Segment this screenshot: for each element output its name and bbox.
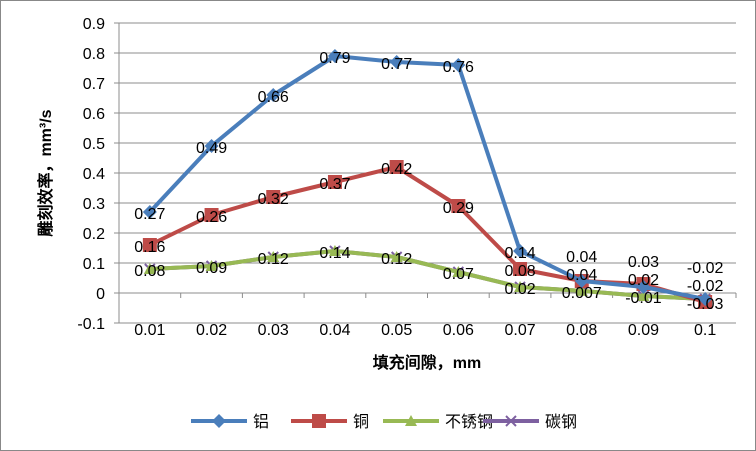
data-label: 0.03 [628, 254, 659, 271]
data-label: 0.09 [196, 260, 227, 277]
data-label: 0.07 [443, 266, 474, 283]
data-point [328, 245, 341, 256]
y-tick-label: 0.2 [83, 226, 105, 243]
data-label: -0.03 [687, 296, 724, 313]
series-line-0 [148, 54, 706, 301]
series-line-3 [149, 249, 706, 301]
y-tick-label: 0.9 [83, 16, 105, 33]
data-label: 0.12 [258, 251, 289, 268]
data-point [266, 190, 281, 204]
legend-marker [505, 415, 517, 427]
data-point [514, 281, 527, 292]
data-label: 0.79 [319, 50, 350, 67]
data-label: 0.12 [381, 251, 412, 268]
data-label: 0.08 [504, 263, 535, 280]
data-point [451, 58, 466, 72]
data-point [389, 160, 404, 174]
data-point [390, 251, 403, 262]
y-axis-title: 雕刻效率，mm³/s [36, 109, 55, 236]
legend-marker [312, 414, 326, 428]
data-label: 0.007 [562, 285, 602, 302]
x-tick-label: 0.02 [196, 322, 227, 339]
y-tick-label: 0.8 [83, 46, 105, 63]
data-point [327, 49, 342, 63]
data-label: 0.16 [134, 239, 165, 256]
data-label: 0.66 [258, 89, 289, 106]
y-tick-label: 0.1 [83, 256, 105, 273]
legend-marker [405, 415, 417, 426]
y-tick-label: 0.7 [83, 76, 105, 93]
data-label: 0.02 [628, 272, 659, 289]
data-point [698, 292, 713, 306]
data-label: 0.77 [381, 56, 412, 73]
data-point [451, 199, 466, 213]
x-axis-title: 填充间隙，mm [373, 353, 481, 372]
data-label: 0.32 [258, 191, 289, 208]
data-point [513, 262, 528, 276]
data-point [204, 139, 219, 153]
y-tick-label: 0 [96, 286, 105, 303]
legend-label: 不锈钢 [445, 413, 493, 431]
data-label: 0.14 [319, 245, 350, 262]
data-point [389, 55, 404, 69]
data-label: 0.42 [381, 161, 412, 178]
series-line-1 [148, 165, 706, 304]
data-label: -0.02 [687, 278, 724, 295]
data-point [142, 205, 157, 219]
data-label: 0.26 [196, 209, 227, 226]
data-point [452, 266, 465, 277]
data-label: -0.01 [625, 290, 662, 307]
x-tick-label: 0.05 [381, 322, 412, 339]
data-label: 0.04 [566, 267, 597, 284]
data-point [267, 251, 280, 262]
data-label: 0.04 [566, 249, 597, 266]
x-tick-label: 0.03 [258, 322, 289, 339]
data-label: 0.27 [134, 206, 165, 223]
data-point [575, 284, 588, 296]
y-tick-label: 0.4 [83, 166, 105, 183]
data-label: 0.02 [504, 281, 535, 298]
data-label: -0.02 [687, 260, 724, 277]
data-label: 0.29 [443, 200, 474, 217]
legend-label: 碳钢 [545, 413, 577, 431]
data-label: 0.08 [134, 263, 165, 280]
x-tick-label: 0.08 [566, 322, 597, 339]
data-point [327, 175, 342, 189]
y-tick-label: 0.5 [83, 136, 105, 153]
data-point [143, 263, 156, 274]
data-label: 0.76 [443, 59, 474, 76]
y-tick-label: 0.3 [83, 196, 105, 213]
y-tick-label: 0.6 [83, 106, 105, 123]
data-point [574, 274, 589, 288]
x-tick-label: 0.01 [134, 322, 165, 339]
x-tick-label: 0.07 [504, 322, 535, 339]
legend-label: 铜 [353, 413, 369, 431]
data-point [637, 290, 650, 301]
data-label: 0.14 [504, 245, 535, 262]
data-point [266, 88, 281, 102]
data-point [636, 280, 651, 294]
data-point [204, 208, 219, 222]
data-label: 0.49 [196, 140, 227, 157]
x-tick-label: 0.1 [694, 322, 716, 339]
legend-marker [212, 414, 226, 428]
y-tick-label: -0.1 [77, 316, 105, 333]
data-point [513, 244, 528, 258]
x-tick-label: 0.06 [443, 322, 474, 339]
x-tick-label: 0.09 [628, 322, 659, 339]
legend-label: 铝 [253, 413, 269, 431]
data-point [142, 238, 157, 252]
x-tick-label: 0.04 [319, 322, 350, 339]
data-label: 0.37 [319, 176, 350, 193]
series-line-2 [149, 249, 706, 301]
data-point [205, 260, 218, 271]
